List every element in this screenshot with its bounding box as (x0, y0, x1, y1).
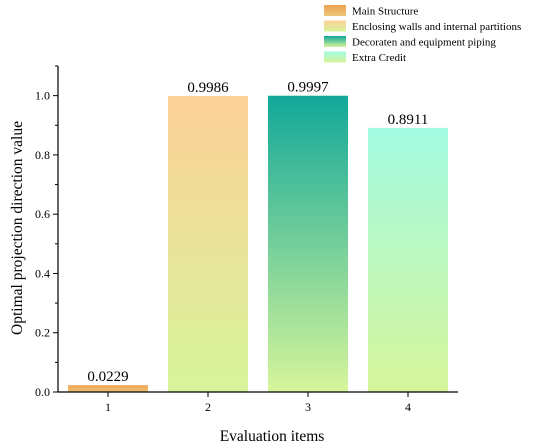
data-label-4: 0.8911 (388, 112, 429, 128)
legend-swatch (324, 36, 346, 47)
bar-1 (68, 385, 148, 392)
legend: Main Structure Enclosing walls and intern… (324, 5, 521, 64)
y-tick-label: 1.0 (35, 89, 50, 103)
legend-swatch (324, 51, 346, 63)
x-tick-label: 3 (305, 400, 311, 414)
x-tick-label: 1 (105, 400, 111, 414)
x-tick-label: 4 (405, 400, 411, 414)
data-label-3: 0.9997 (287, 80, 329, 96)
legend-label: Enclosing walls and internal partitions (352, 21, 521, 33)
axes: 0.0 0.2 0.4 0.6 0.8 1.0 1 2 3 4 (35, 65, 458, 414)
legend-swatch (324, 5, 346, 16)
y-tick-label: 0.4 (35, 266, 50, 280)
bar-4 (368, 127, 448, 392)
y-axis-title: Optimal projection direction value (9, 121, 26, 335)
y-tick-label: 0.8 (35, 148, 50, 162)
x-tick-label: 2 (205, 400, 211, 414)
bar-3 (268, 95, 348, 392)
bars (68, 95, 448, 392)
legend-label: Extra Credit (352, 52, 406, 64)
x-axis-title: Evaluation items (220, 428, 325, 445)
y-tick-label: 0.2 (35, 326, 50, 340)
y-tick-label: 0.6 (35, 207, 50, 221)
legend-label: Main Structure (352, 6, 418, 18)
data-label-1: 0.0229 (87, 369, 128, 385)
y-tick-label: 0.0 (35, 385, 50, 399)
legend-label: Decoraten and equipment piping (352, 37, 496, 49)
legend-swatch (324, 20, 346, 32)
bar-2 (168, 96, 248, 392)
data-labels: 0.0229 0.9986 0.9997 0.8911 (87, 80, 428, 385)
data-label-2: 0.9986 (187, 80, 229, 96)
